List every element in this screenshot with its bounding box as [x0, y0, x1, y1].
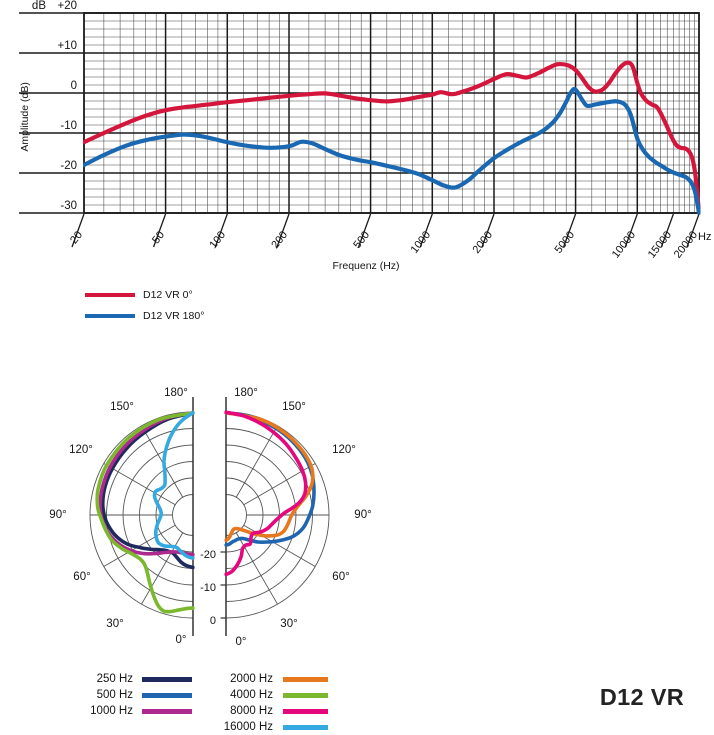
- legend-label-500hz: 500 Hz: [96, 688, 133, 701]
- polar-left-angle-label-90°: 90°: [49, 509, 67, 521]
- polar-curve-2000-hz: [224, 410, 315, 542]
- fr-curve-180deg: [83, 86, 701, 215]
- fr-legend-swatch-180deg: [85, 314, 135, 318]
- polar-curve-4000-hz: [95, 411, 195, 614]
- legend-label-2000hz: 2000 Hz: [230, 672, 273, 685]
- fr-curves: [83, 60, 701, 215]
- legend-label-4000hz: 4000 Hz: [230, 688, 273, 701]
- polar-left-angle-label-30°: 30°: [106, 618, 124, 630]
- legend-swatch-1000hz: [142, 709, 192, 714]
- polar-right-angle-label-30°: 30°: [280, 618, 298, 630]
- polar-right-angle-label-60°: 60°: [332, 571, 350, 583]
- fr-y-tick-label--10: -10: [60, 120, 77, 132]
- polar-curve-250-hz: [100, 411, 195, 570]
- polar-right-angle-label-0°: 0°: [235, 636, 247, 648]
- fr-y-tick-label-0: 0: [70, 80, 77, 92]
- fr-y-tick-label-+10: +10: [57, 40, 77, 52]
- polar-ring-label--10: -10: [200, 582, 216, 594]
- polar-left-angle-label-120°: 120°: [69, 444, 93, 456]
- legend-label-250hz: 250 Hz: [96, 672, 133, 685]
- polar-right-angle-label-150°: 150°: [282, 401, 306, 413]
- fr-y-tick-label--20: -20: [60, 160, 77, 172]
- fr-grid: [19, 12, 700, 248]
- legend-label-1000hz: 1000 Hz: [90, 704, 133, 717]
- polar-grid: [89, 397, 330, 636]
- fr-y-tick-label-+20: +20: [57, 0, 77, 12]
- fr-legend-label-0deg: D12 VR 0°: [143, 288, 193, 301]
- legend-swatch-2000hz: [283, 677, 328, 682]
- polar-curve-1000-hz: [98, 410, 195, 557]
- polar-curve-16000-hz: [152, 410, 195, 560]
- product-model-label: D12 VR: [599, 684, 684, 710]
- fr-y-tick-label--30: -30: [60, 200, 77, 212]
- fr-legend-swatch-0deg: [85, 293, 135, 297]
- legend-swatch-4000hz: [283, 693, 328, 698]
- polar-curve-8000-hz: [224, 410, 308, 577]
- polar-curves-left: [95, 410, 195, 614]
- polar-right-angle-label-180°: 180°: [234, 387, 258, 399]
- legend-swatch-250hz: [142, 677, 192, 682]
- fr-curve-0deg: [83, 60, 701, 215]
- polar-left-angle-label-60°: 60°: [73, 571, 91, 583]
- polar-right-angle-label-120°: 120°: [332, 444, 356, 456]
- legend-label-16000hz: 16000 Hz: [223, 720, 273, 733]
- fr-x-axis-title: Frequenz (Hz): [332, 260, 400, 272]
- legend-swatch-16000hz: [283, 725, 328, 730]
- legend-swatch-500hz: [142, 693, 192, 698]
- polar-left-angle-label-0°: 0°: [175, 634, 187, 646]
- polar-left-angle-label-180°: 180°: [164, 387, 188, 399]
- fr-y-unit-label: dB: [31, 0, 46, 12]
- polar-curves-right: [224, 410, 316, 577]
- legend-swatch-8000hz: [283, 709, 328, 714]
- fr-x-unit-label: Hz: [698, 231, 712, 243]
- polar-right-angle-label-90°: 90°: [354, 509, 372, 521]
- polar-ring-label-0: 0: [209, 615, 216, 627]
- fr-y-axis-title: Amplitude (dB): [19, 82, 32, 152]
- polar-left-angle-label-150°: 150°: [110, 401, 134, 413]
- polar-ring-label--20: -20: [200, 549, 216, 561]
- fr-legend-label-180deg: D12 VR 180°: [143, 309, 205, 322]
- legend-label-8000hz: 8000 Hz: [230, 704, 273, 717]
